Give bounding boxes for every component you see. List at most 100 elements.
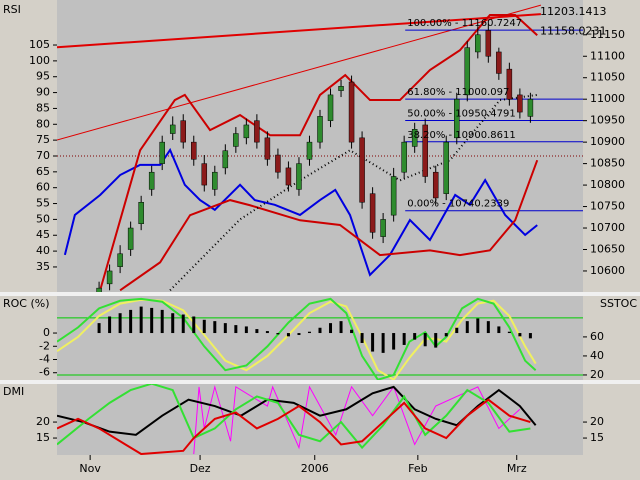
y2-tick-label: 10700 <box>590 221 625 234</box>
y2-tick-label: 10750 <box>590 200 625 213</box>
candle-body <box>475 34 481 53</box>
candle-body <box>443 141 449 194</box>
bar <box>402 333 406 345</box>
candle-body <box>159 141 165 164</box>
plot <box>57 297 583 380</box>
x-tick-label: 2006 <box>301 462 329 475</box>
line <box>63 147 538 277</box>
bar <box>318 327 322 334</box>
bar <box>307 331 311 334</box>
bar <box>265 331 269 334</box>
bar <box>297 333 301 336</box>
y-tick-label: 105 <box>29 38 50 51</box>
separator <box>0 292 640 296</box>
bar <box>423 333 427 347</box>
bar <box>213 321 217 334</box>
y2-tick-label: 20 <box>590 368 604 381</box>
y-tick-label: 65 <box>36 165 50 178</box>
line <box>193 384 521 455</box>
candle-body <box>212 171 218 190</box>
price-label: 11203.1413 <box>540 5 606 18</box>
y-tick-label: 80 <box>36 117 50 130</box>
candle-body <box>117 253 123 267</box>
bar <box>434 333 438 348</box>
candle-body <box>464 47 471 96</box>
bar <box>255 329 259 334</box>
y-tick-label: 100 <box>29 54 50 67</box>
bar <box>108 316 112 334</box>
bar <box>181 314 185 334</box>
y2-tick-label: 11000 <box>590 92 625 105</box>
candle-body <box>254 120 260 143</box>
bar <box>465 321 469 334</box>
candle-body <box>191 141 197 160</box>
candle-body <box>432 171 439 199</box>
bar <box>507 331 511 334</box>
candle-body <box>454 98 460 139</box>
candle-body <box>222 150 229 169</box>
candle-body <box>380 219 386 237</box>
y2-tick-label: 11050 <box>590 71 625 84</box>
bar <box>286 333 290 337</box>
bar <box>150 307 154 334</box>
line <box>57 297 537 380</box>
plot <box>57 384 537 455</box>
candle-body <box>306 141 313 160</box>
candle-body <box>517 94 523 113</box>
candle-body <box>275 154 281 173</box>
y2-tick-label: 10950 <box>590 114 625 127</box>
candle-body <box>506 68 513 100</box>
candle-body <box>496 51 502 74</box>
panel-title: DMI <box>3 385 24 398</box>
x-tick-label: Mrz <box>507 462 527 475</box>
x-tick-label: Feb <box>408 462 427 475</box>
bar <box>486 321 490 334</box>
y2-tick-label: 10800 <box>590 178 625 191</box>
candle-body <box>390 176 397 216</box>
y-tick-label: 0 <box>43 326 50 339</box>
candle-body <box>359 137 365 203</box>
bar <box>350 329 354 334</box>
y-tick-label: 40 <box>36 244 50 257</box>
panel-bg <box>57 384 583 455</box>
candle-body <box>317 116 323 143</box>
bar <box>381 333 385 353</box>
y2-tick-label: 11150 <box>590 28 625 41</box>
bar <box>202 319 206 334</box>
bar <box>329 323 333 334</box>
y-tick-label: 45 <box>36 228 50 241</box>
panel-title: RSI <box>3 3 21 16</box>
bar <box>118 313 122 334</box>
y-tick-label: -4 <box>39 352 50 365</box>
plot <box>57 4 583 292</box>
fib-label: 50.00% - 10950.4791 <box>407 108 516 119</box>
bar <box>339 321 343 334</box>
line <box>119 159 539 292</box>
bar <box>518 333 522 337</box>
trendline <box>57 4 542 141</box>
y-tick-label: 50 <box>36 212 50 225</box>
bar <box>223 323 227 334</box>
bar <box>139 306 143 334</box>
fib-label: 38.20% - 10900.8611 <box>407 130 516 141</box>
bar <box>192 316 196 334</box>
candle-body <box>527 98 534 117</box>
bar <box>476 318 480 334</box>
bar <box>276 333 280 335</box>
bar <box>497 326 501 334</box>
panel-title: SSTOC <box>600 297 637 310</box>
candle-body <box>369 193 376 233</box>
y-tick-label: -6 <box>39 366 50 379</box>
y-tick-label: 70 <box>36 149 50 162</box>
candle-body <box>169 124 176 134</box>
candle-body <box>96 287 102 292</box>
bar <box>360 333 364 343</box>
y-tick-label: -2 <box>39 339 50 352</box>
fib-label: 61.80% - 11000.097 <box>407 87 509 98</box>
candle-body <box>106 270 113 285</box>
y2-tick-label: 20 <box>590 415 604 428</box>
candle-body <box>422 124 428 177</box>
x-tick-label: Nov <box>79 462 101 475</box>
